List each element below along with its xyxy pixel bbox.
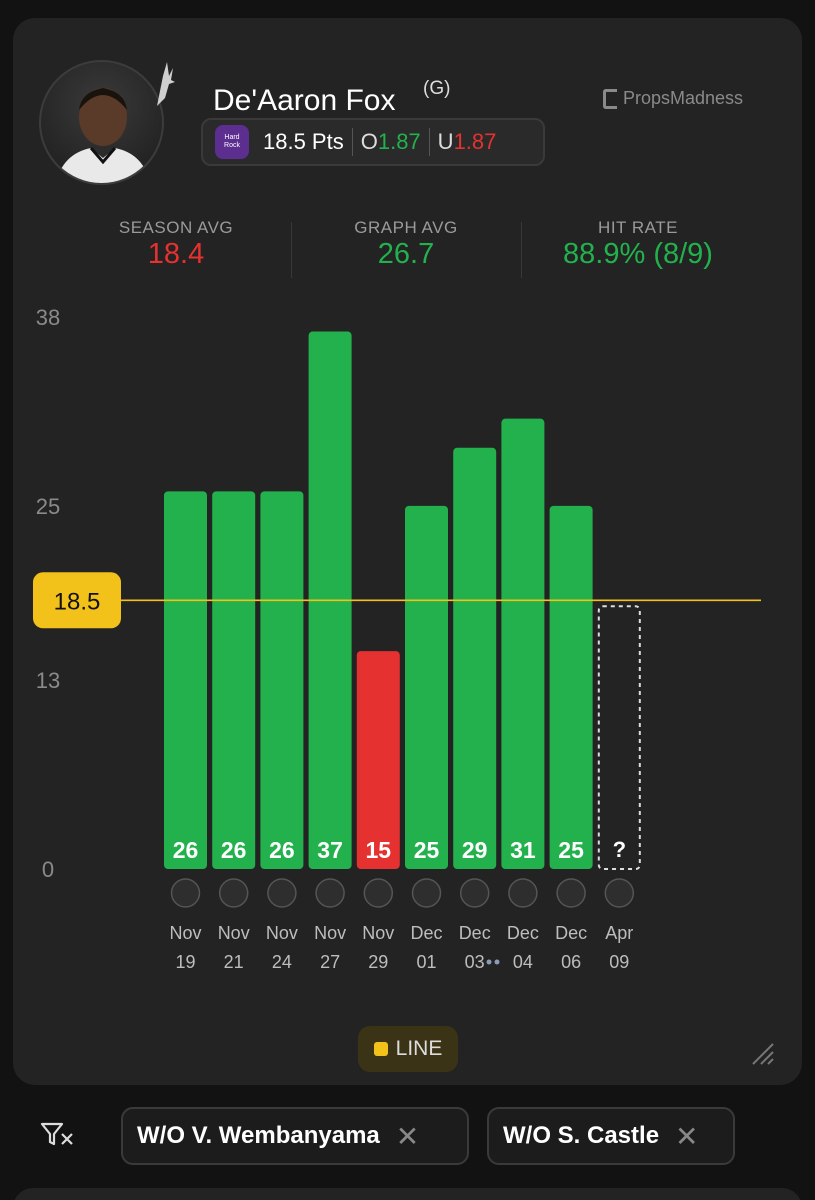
prop-line-box[interactable]: Hard Rock 18.5 Pts O 1.87 U 1.87 [201, 118, 545, 166]
hit-rate-label: HIT RATE [598, 218, 678, 237]
season-avg-label: SEASON AVG [118, 218, 234, 237]
next-card [13, 1188, 802, 1200]
bar [356, 651, 400, 869]
x-tick-month: Nov [169, 923, 201, 943]
bar-value-label: 26 [269, 837, 295, 863]
x-tick-month: Nov [362, 923, 394, 943]
filter-chip-label: W/O V. Wembanyama [137, 1122, 380, 1149]
divider [351, 128, 353, 156]
prop-line: 18.5 Pts [263, 129, 344, 154]
x-tick-day: 06 [561, 952, 581, 972]
x-tick-day: 27 [320, 952, 340, 972]
bar [405, 505, 448, 869]
graph-avg-stat: GRAPH AVG 26.7 [286, 218, 526, 271]
bar [212, 491, 256, 869]
x-tick-month: Dec [555, 923, 587, 943]
bar [453, 447, 497, 869]
under-odds: 1.87 [453, 129, 497, 154]
filter-chip-wembanyama[interactable]: W/O V. Wembanyama ✕ [121, 1107, 469, 1165]
x-tick-day: 21 [224, 952, 244, 972]
nuggets-logo-icon [363, 878, 394, 908]
stat-divider [521, 222, 522, 278]
bar-value-label: 15 [366, 837, 392, 863]
points-bar-chart: 38 25 13 0 26 Nov 19 26 Nov 21 26 Nov 24 37 Nov 27 15 Nov… [33, 305, 761, 972]
y-tick-label: 13 [36, 668, 60, 693]
trail-blazers-logo-icon [315, 878, 345, 908]
season-avg-stat: SEASON AVG 18.4 [56, 218, 296, 271]
player-prop-card: De'Aaron Fox (G) PropsMadness Hard Rock 1… [13, 18, 802, 1085]
x-tick-month: Nov [266, 923, 298, 943]
x-tick-day: 04 [513, 952, 533, 972]
brand-name: PropsMadness [623, 88, 744, 108]
upcoming-bar [597, 605, 641, 871]
bar-value-label: 25 [414, 837, 440, 863]
grizzlies-logo-icon [170, 878, 201, 908]
line-badge-label: 18.5 [54, 588, 101, 615]
over-label: O [360, 129, 378, 154]
graph-avg-label: GRAPH AVG [354, 218, 458, 237]
bar-value-label: 26 [221, 837, 247, 863]
x-tick-day: 24 [272, 952, 292, 972]
x-tick-day: 09 [609, 952, 629, 972]
resize-handle-icon[interactable] [749, 1040, 775, 1066]
grizzlies-logo-icon [459, 878, 490, 908]
player-name: De'Aaron Fox [213, 84, 396, 117]
under-label: U [437, 129, 454, 154]
divider [428, 128, 430, 156]
cavaliers-logo-icon [556, 878, 586, 908]
brand-logo: PropsMadness [603, 88, 743, 109]
bar [549, 505, 593, 869]
hard-rock-bet-icon: Hard Rock [215, 125, 249, 159]
magic-logo-icon [508, 878, 538, 908]
y-tick-label: 0 [42, 857, 54, 882]
hawks-logo-icon [218, 878, 249, 908]
bar-value-label: 31 [510, 837, 536, 863]
graph-avg-value: 26.7 [377, 238, 435, 270]
line-legend-toggle[interactable]: LINE [358, 1026, 458, 1072]
remove-filter-icon[interactable]: ✕ [675, 1120, 699, 1152]
x-tick-month: Dec [459, 923, 491, 943]
back-to-back-dot [494, 959, 500, 965]
x-tick-month: Dec [410, 923, 442, 943]
x-tick-day: 29 [368, 952, 388, 972]
bar [501, 418, 545, 869]
spurs-logo-icon [157, 62, 175, 106]
x-tick-day: 01 [416, 952, 436, 972]
back-to-back-dot [486, 959, 492, 965]
bar-value-label: 26 [173, 837, 199, 863]
x-tick-month: Nov [218, 923, 250, 943]
x-tick-day: 19 [175, 952, 195, 972]
x-tick-month: Apr [605, 923, 633, 943]
x-tick-month: Dec [507, 923, 539, 943]
trail-blazers-logo-icon [604, 878, 635, 908]
bar-value-label: 37 [317, 837, 343, 863]
bar-value-label: ? [613, 837, 626, 862]
bar [164, 491, 207, 869]
hit-rate-value: 88.9% (8/9) [563, 238, 713, 270]
y-tick-label: 38 [36, 305, 60, 330]
bar [260, 491, 304, 869]
season-avg-value: 18.4 [147, 238, 205, 270]
player-avatar [39, 60, 164, 185]
timberwolves-logo-icon [411, 878, 442, 908]
over-odds: 1.87 [377, 129, 421, 154]
x-tick-day: 03 [465, 952, 485, 972]
stat-divider [291, 222, 292, 278]
hit-rate-stat: HIT RATE 88.9% (8/9) [518, 218, 758, 271]
line-swatch [373, 1042, 388, 1056]
remove-filter-icon[interactable]: ✕ [395, 1120, 420, 1152]
bar-value-label: 29 [462, 837, 488, 863]
player-position: (G) [423, 78, 451, 99]
props-madness-icon [603, 88, 617, 109]
filter-chip-label: W/O S. Castle [503, 1122, 660, 1149]
legend-label: LINE [395, 1037, 443, 1060]
filter-chip-castle[interactable]: W/O S. Castle ✕ [487, 1107, 735, 1165]
line-badge [33, 572, 121, 629]
filter-clear-icon[interactable] [40, 1120, 76, 1150]
x-tick-month: Nov [314, 923, 346, 943]
y-tick-label: 25 [36, 494, 60, 519]
suns-logo-icon [267, 878, 297, 908]
bar-value-label: 25 [558, 837, 584, 863]
